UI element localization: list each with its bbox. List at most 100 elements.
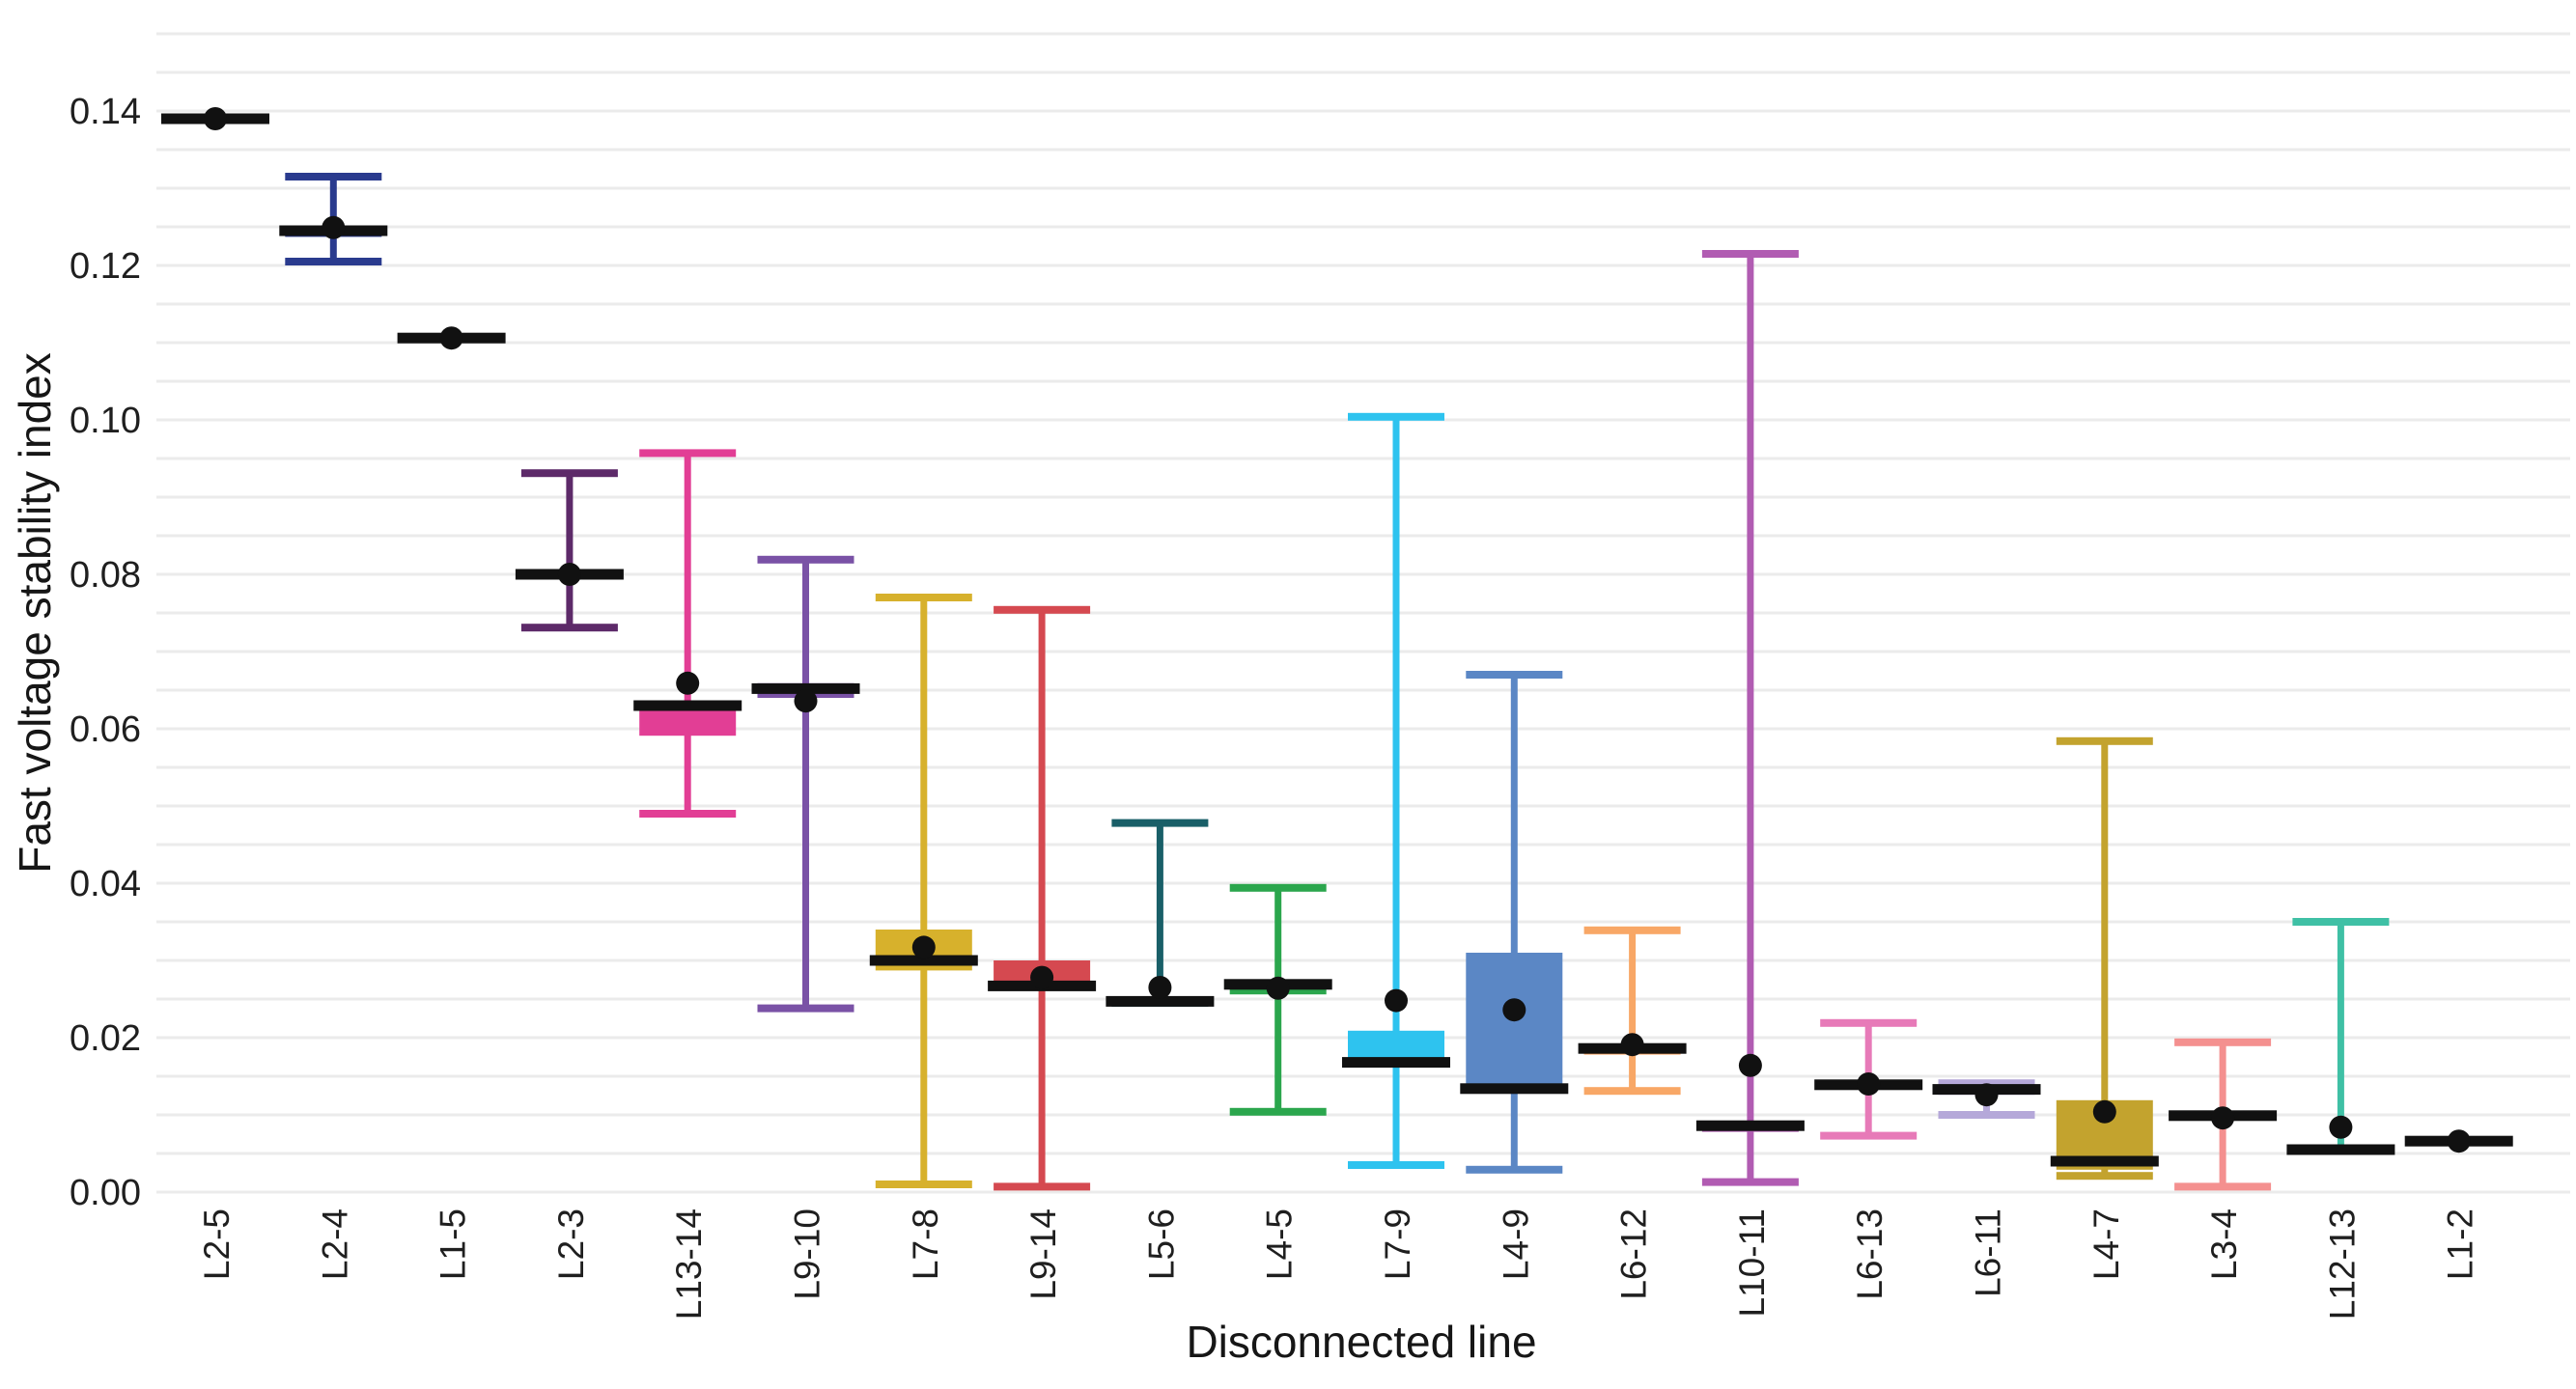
whisker-cap-max: [639, 449, 737, 458]
box-L3-4[interactable]: [2169, 1038, 2278, 1191]
box-L2-5[interactable]: [161, 107, 269, 130]
mean-dot: [1385, 988, 1408, 1013]
mean-dot: [1974, 1083, 1999, 1107]
whisker-cap-max: [1111, 819, 1209, 827]
whisker-cap-max: [1701, 250, 1799, 258]
whisker-cap-min: [757, 1004, 854, 1013]
whisker-cap-min: [285, 258, 382, 265]
mean-dot: [676, 671, 700, 695]
mean-dot: [557, 563, 581, 586]
x-tick-label: L3-4: [2204, 1208, 2244, 1280]
x-tick-label: L4-9: [1496, 1208, 1535, 1280]
whisker-cap-min: [1583, 1087, 1681, 1096]
x-tick-label: L1-2: [2441, 1208, 2480, 1280]
mean-dot: [1148, 976, 1172, 999]
x-tick-label: L2-3: [551, 1208, 591, 1280]
median-line: [1342, 1057, 1450, 1069]
whisker-cap-min: [1466, 1165, 1563, 1174]
median-line: [633, 700, 742, 711]
mean-dot: [1738, 1053, 1762, 1077]
mean-dot: [1030, 965, 1054, 989]
mean-dot: [439, 326, 463, 350]
box-L10-11[interactable]: [1695, 250, 1805, 1186]
x-tick-label: L7-8: [906, 1208, 945, 1280]
whisker-cap-min: [639, 810, 737, 818]
x-tick-label: L6-12: [1614, 1208, 1654, 1300]
whisker-cap-max: [994, 605, 1091, 614]
box-L1-2[interactable]: [2404, 1129, 2513, 1153]
box-L7-9[interactable]: [1342, 412, 1450, 1169]
y-tick-label: 0.14: [70, 92, 141, 132]
x-tick-label: L2-5: [197, 1208, 237, 1280]
whisker-cap-max: [757, 555, 854, 564]
y-tick-label: 0.06: [70, 709, 141, 750]
mean-dot: [2329, 1115, 2353, 1139]
whisker-cap-max: [2292, 918, 2390, 926]
whisker-cap-min: [1701, 1178, 1799, 1186]
box-L4-5[interactable]: [1223, 883, 1332, 1116]
box-L2-3[interactable]: [515, 469, 624, 632]
y-tick-label: 0.08: [70, 555, 141, 596]
whisker-cap-min: [1820, 1131, 1918, 1140]
box-layer: [161, 107, 2513, 1191]
box-L2-4[interactable]: [279, 173, 388, 265]
whisker-cap-max: [1820, 1018, 1918, 1027]
median-line: [869, 955, 978, 966]
box-L6-13[interactable]: [1814, 1018, 1923, 1140]
x-tick-label: L4-5: [1260, 1208, 1300, 1280]
whisker-cap-min: [875, 1181, 972, 1188]
mean-dot: [1857, 1072, 1881, 1096]
whisker-cap-max: [1348, 412, 1444, 421]
x-tick-label: L13-14: [669, 1208, 709, 1320]
x-tick-label: L5-6: [1141, 1208, 1181, 1280]
whisker-cap-min: [520, 624, 618, 632]
y-tick-label: 0.04: [70, 864, 141, 904]
mean-dot: [1620, 1033, 1644, 1057]
iqr-box: [1466, 953, 1563, 1092]
x-tick-label: L12-13: [2322, 1208, 2362, 1320]
box-L13-14[interactable]: [633, 449, 742, 818]
y-tick-label: 0.00: [70, 1173, 141, 1213]
box-L4-9[interactable]: [1460, 671, 1569, 1174]
box-L1-5[interactable]: [397, 326, 506, 350]
whisker-cap-max: [285, 173, 382, 181]
whisker-cap-min: [2056, 1172, 2153, 1181]
y-tick-label: 0.02: [70, 1018, 141, 1059]
x-tick-label: L9-10: [788, 1208, 827, 1300]
x-tick-label: L6-11: [1969, 1208, 2008, 1297]
box-L5-6[interactable]: [1106, 819, 1215, 1007]
whisker-cap-max: [520, 469, 618, 478]
grid-layer: [156, 32, 2570, 1194]
box-L9-10[interactable]: [751, 555, 860, 1013]
whisker-cap-max: [1466, 671, 1563, 679]
x-tick-label: L4-7: [2086, 1208, 2126, 1280]
mean-dot: [2447, 1129, 2471, 1153]
whisker-cap-max: [1583, 926, 1681, 934]
axis-layer: 0.00 0.02 0.04 0.06 0.08 0.10 0.12 0.14 L2-5 L2-4…: [70, 92, 2480, 1320]
box-L7-8[interactable]: [869, 594, 978, 1188]
box-L6-12[interactable]: [1578, 926, 1687, 1096]
mean-dot: [204, 107, 227, 130]
whisker-cap-min: [1348, 1161, 1444, 1169]
x-tick-label: L6-13: [1850, 1208, 1890, 1300]
median-line: [2286, 1144, 2395, 1155]
mean-dot: [1502, 998, 1526, 1022]
whisker-cap-max: [1229, 883, 1327, 892]
mean-dot: [1266, 976, 1290, 1000]
median-line: [751, 682, 860, 694]
mean-dot: [794, 689, 818, 713]
y-tick-label: 0.10: [70, 401, 141, 441]
y-axis-title: Fast voltage stability index: [10, 352, 60, 874]
x-tick-label: L1-5: [434, 1208, 473, 1280]
mean-dot: [911, 935, 936, 959]
x-tick-label: L7-9: [1378, 1208, 1417, 1280]
box-L4-7[interactable]: [2050, 736, 2159, 1181]
box-L9-14[interactable]: [988, 605, 1097, 1191]
whisker-cap-min: [2174, 1182, 2272, 1191]
box-L6-11[interactable]: [1932, 1079, 2041, 1119]
box-L12-13[interactable]: [2286, 918, 2395, 1155]
x-tick-label: L2-4: [315, 1208, 354, 1280]
x-axis-title: Disconnected line: [1186, 1317, 1536, 1367]
